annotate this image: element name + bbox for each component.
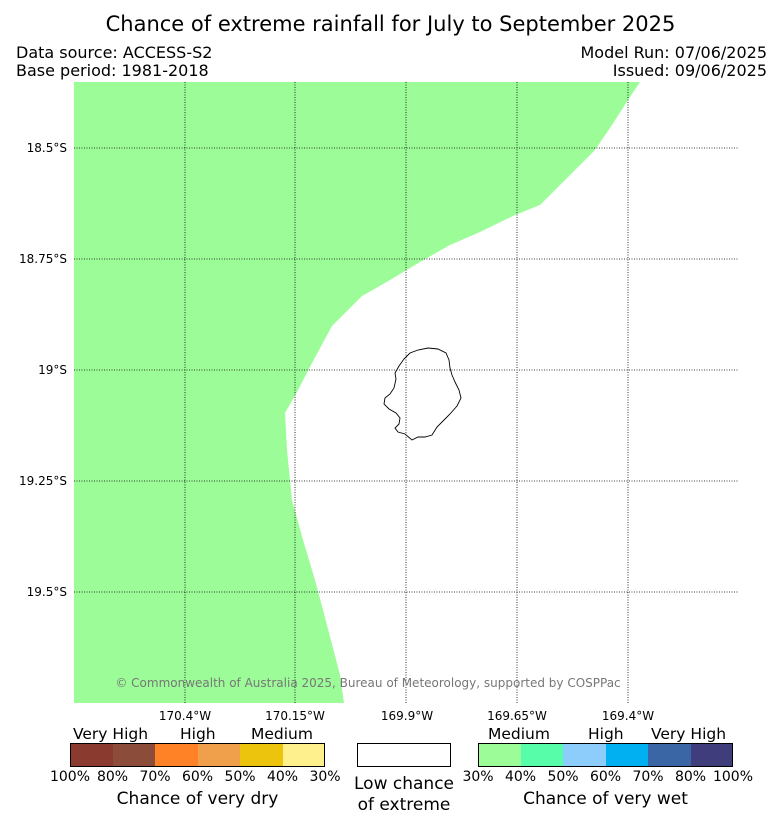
legend-wet-percent: 40% <box>504 769 537 785</box>
legend-wet-swatch <box>605 743 648 767</box>
legend-wet-percent: 50% <box>547 769 579 785</box>
legend-dry-percent: 40% <box>266 769 299 785</box>
lon-label: 169.4°W <box>601 709 655 723</box>
legend-low-caption-line2: of extreme <box>357 795 451 815</box>
legend-dry-percent: 80% <box>96 769 129 785</box>
legend-wet-percent: 70% <box>632 769 664 785</box>
legend-wet-caption: Chance of very wet <box>523 789 688 809</box>
legend-dry-swatch <box>240 743 283 767</box>
base-period-text: Base period: 1981-2018 <box>16 61 209 80</box>
legend-dry-percent: 70% <box>139 769 171 785</box>
legend-dry-percent: 60% <box>181 769 214 785</box>
issued-text: Issued: 09/06/2025 <box>612 61 767 80</box>
legend-low-caption-line1: Low chance <box>354 774 454 794</box>
legend-dry-swatch <box>155 743 198 767</box>
legend-wet-percent: 30% <box>462 769 494 785</box>
legend-wet-swatch <box>563 743 606 767</box>
legend-wet-percent: 100% <box>712 769 754 785</box>
legend-wet-medium: Medium <box>488 725 550 743</box>
lat-label: 19.25°S <box>19 474 67 488</box>
legend-dry-very-high: Very High <box>73 725 149 743</box>
lon-label: 169.9°W <box>380 709 434 723</box>
legend-wet-percent: 80% <box>674 769 707 785</box>
lat-label: 19.5°S <box>26 585 67 599</box>
legend-wet-swatch <box>478 743 521 767</box>
legend-wet-swatch <box>690 743 733 767</box>
legend-dry-percent: 50% <box>224 769 256 785</box>
map-title: Chance of extreme rainfall for July to S… <box>105 12 676 36</box>
legend-dry-percent: 100% <box>49 769 91 785</box>
legend-dry-high: High <box>180 725 216 743</box>
lat-label: 18.5°S <box>26 141 67 155</box>
legend-dry-swatch <box>112 743 155 767</box>
model-run-text: Model Run: 07/06/2025 <box>580 43 768 62</box>
legend-dry-swatch <box>282 743 325 767</box>
wet-chance-region <box>74 82 640 703</box>
lon-label: 170.15°W <box>265 709 325 723</box>
legend-wet-swatch <box>648 743 691 767</box>
copyright-notice: © Commonwealth of Australia 2025, Bureau… <box>115 676 621 690</box>
legend-wet-very-high: Very High <box>651 725 727 743</box>
legend-dry-caption: Chance of very dry <box>116 789 279 809</box>
legend-dry-swatch <box>70 743 113 767</box>
legend-dry-percent: 30% <box>309 769 341 785</box>
data-source-text: Data source: ACCESS-S2 <box>16 43 213 62</box>
legend-wet-percent: 60% <box>589 769 622 785</box>
island-outline <box>383 347 462 441</box>
graticule <box>74 82 739 703</box>
legend-dry-swatch <box>197 743 240 767</box>
lon-label: 170.4°W <box>158 709 212 723</box>
legend-wet-high: High <box>588 725 624 743</box>
legend-dry-medium: Medium <box>251 725 313 743</box>
legend-wet-swatch <box>520 743 563 767</box>
lon-label: 169.65°W <box>487 709 547 723</box>
legend-low-chance-swatch <box>357 743 451 767</box>
lat-label: 19°S <box>38 363 67 377</box>
lat-label: 18.75°S <box>19 252 67 266</box>
